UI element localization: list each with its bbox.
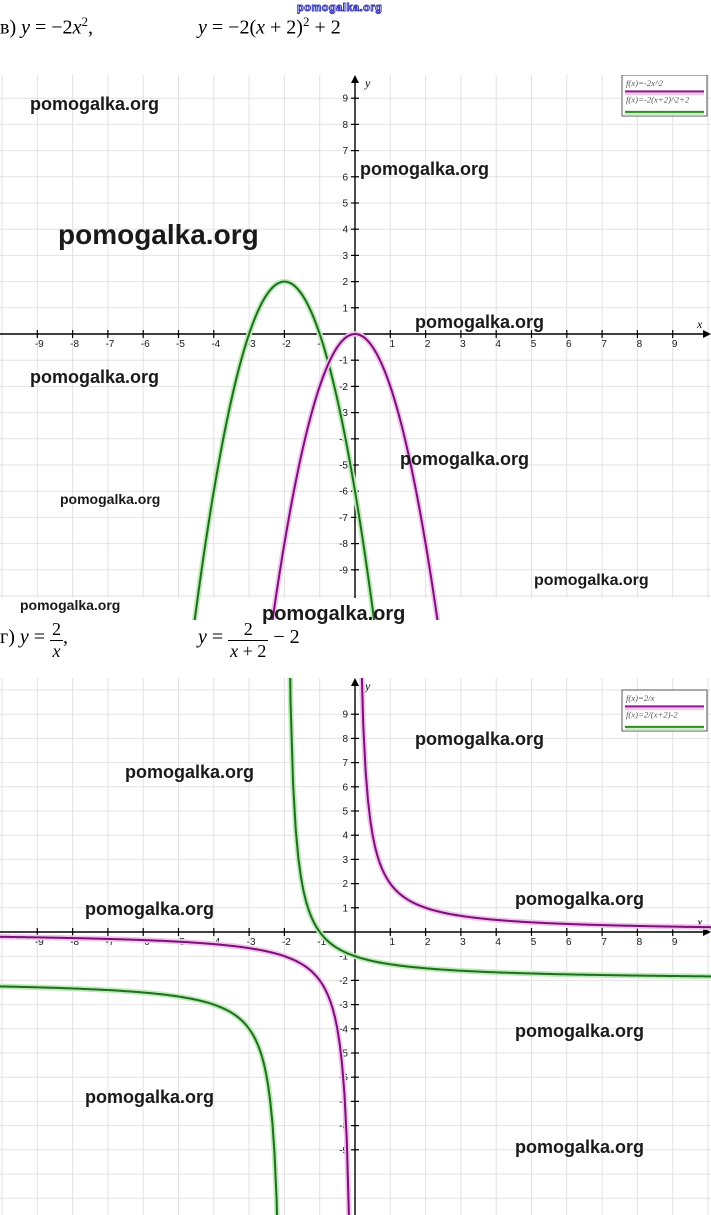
svg-text:-5: -5 bbox=[339, 461, 348, 472]
svg-text:1: 1 bbox=[390, 937, 396, 948]
svg-text:-9: -9 bbox=[339, 565, 348, 576]
svg-text:5: 5 bbox=[342, 807, 348, 818]
svg-text:-6: -6 bbox=[141, 339, 150, 350]
svg-text:-1: -1 bbox=[339, 356, 348, 367]
svg-text:5: 5 bbox=[531, 339, 537, 350]
svg-text:6: 6 bbox=[566, 339, 572, 350]
svg-text:f(x)=2/(x+2)-2: f(x)=2/(x+2)-2 bbox=[626, 709, 678, 719]
svg-text:5: 5 bbox=[342, 199, 348, 210]
svg-text:x: x bbox=[696, 317, 703, 331]
svg-text:3: 3 bbox=[342, 251, 348, 262]
svg-text:-9: -9 bbox=[35, 339, 44, 350]
svg-text:5: 5 bbox=[531, 937, 537, 948]
svg-text:2: 2 bbox=[342, 879, 348, 890]
svg-text:8: 8 bbox=[637, 937, 643, 948]
svg-text:y: y bbox=[364, 679, 371, 693]
svg-text:9: 9 bbox=[342, 94, 348, 105]
svg-text:f(x)=-2(x+2)^2+2: f(x)=-2(x+2)^2+2 bbox=[626, 94, 690, 104]
svg-text:8: 8 bbox=[342, 734, 348, 745]
svg-text:3: 3 bbox=[342, 855, 348, 866]
svg-text:1: 1 bbox=[342, 903, 348, 914]
svg-text:8: 8 bbox=[342, 120, 348, 131]
svg-text:2: 2 bbox=[425, 339, 431, 350]
svg-text:1: 1 bbox=[342, 303, 348, 314]
svg-text:1: 1 bbox=[390, 339, 396, 350]
svg-text:y: y bbox=[364, 76, 371, 90]
svg-text:-2: -2 bbox=[339, 976, 348, 987]
svg-text:f(x)=-2x^2: f(x)=-2x^2 bbox=[626, 78, 664, 88]
svg-text:9: 9 bbox=[672, 937, 678, 948]
svg-text:7: 7 bbox=[342, 758, 348, 769]
svg-text:2: 2 bbox=[342, 277, 348, 288]
svg-text:4: 4 bbox=[495, 937, 501, 948]
svg-text:7: 7 bbox=[601, 339, 607, 350]
svg-text:f(x)=2/x: f(x)=2/x bbox=[626, 693, 655, 703]
svg-text:-2: -2 bbox=[282, 339, 291, 350]
svg-text:-3: -3 bbox=[339, 1000, 348, 1011]
svg-text:7: 7 bbox=[601, 937, 607, 948]
svg-text:4: 4 bbox=[342, 831, 348, 842]
svg-text:3: 3 bbox=[460, 339, 466, 350]
svg-text:-7: -7 bbox=[339, 513, 348, 524]
svg-text:6: 6 bbox=[342, 172, 348, 183]
svg-text:3: 3 bbox=[460, 937, 466, 948]
svg-text:6: 6 bbox=[342, 782, 348, 793]
svg-text:-7: -7 bbox=[105, 339, 114, 350]
svg-text:-2: -2 bbox=[339, 382, 348, 393]
svg-text:4: 4 bbox=[342, 225, 348, 236]
svg-text:-2: -2 bbox=[282, 937, 291, 948]
svg-text:4: 4 bbox=[495, 339, 501, 350]
svg-text:9: 9 bbox=[342, 710, 348, 721]
svg-text:-4: -4 bbox=[211, 339, 220, 350]
svg-text:8: 8 bbox=[637, 339, 643, 350]
svg-text:-8: -8 bbox=[339, 539, 348, 550]
svg-text:9: 9 bbox=[672, 339, 678, 350]
svg-text:-5: -5 bbox=[176, 339, 185, 350]
svg-text:6: 6 bbox=[566, 937, 572, 948]
svg-text:-6: -6 bbox=[339, 487, 348, 498]
svg-text:2: 2 bbox=[425, 937, 431, 948]
svg-text:-8: -8 bbox=[70, 339, 79, 350]
svg-text:7: 7 bbox=[342, 146, 348, 157]
